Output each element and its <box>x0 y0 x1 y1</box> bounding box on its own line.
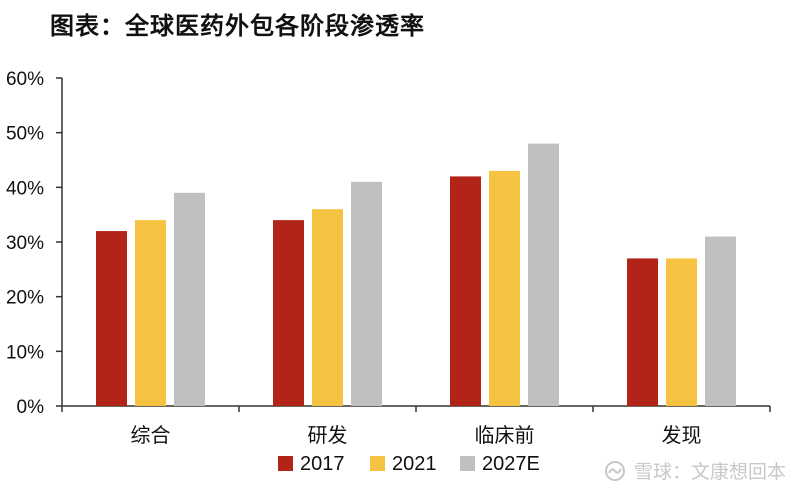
y-tick-label: 10% <box>6 342 44 363</box>
bar-2027E-研发 <box>351 181 382 406</box>
x-axis-category-labels: 综合 研发 临床前 发现 <box>131 423 702 447</box>
bar-2027E-临床前 <box>528 143 559 406</box>
bar-2017-综合 <box>96 231 127 406</box>
bar-2021-研发 <box>312 209 343 406</box>
y-axis-tick-labels: 0% 10% 20% 30% 40% 50% 60% <box>6 69 44 418</box>
x-category-label: 综合 <box>131 423 171 447</box>
legend-label-2017: 2017 <box>300 453 345 475</box>
chart-bars <box>96 143 736 406</box>
watermark-text: 雪球：文康想回本 <box>633 461 786 483</box>
y-tick-label: 20% <box>6 288 44 309</box>
y-tick-label: 0% <box>17 397 45 418</box>
legend-swatch-2017 <box>278 456 293 471</box>
bar-2017-研发 <box>273 220 304 406</box>
x-category-label: 研发 <box>308 423 348 447</box>
bar-2021-发现 <box>666 258 697 406</box>
legend-label-2021: 2021 <box>392 453 437 475</box>
y-tick-label: 50% <box>6 124 44 145</box>
x-category-label: 发现 <box>662 423 702 447</box>
legend-swatch-2027E <box>460 456 475 471</box>
y-tick-label: 40% <box>6 178 44 199</box>
bar-2017-发现 <box>627 258 658 406</box>
x-category-label: 临床前 <box>475 423 535 447</box>
y-tick-label: 30% <box>6 233 44 254</box>
legend-label-2027E: 2027E <box>482 453 540 475</box>
snowball-logo-icon <box>604 460 625 481</box>
bar-2027E-综合 <box>174 192 205 406</box>
y-tick-label: 60% <box>6 69 44 90</box>
bar-2017-临床前 <box>450 176 481 406</box>
legend-swatch-2021 <box>370 456 385 471</box>
bar-2021-临床前 <box>489 170 520 406</box>
chart-legend: 2017 2021 2027E <box>278 453 540 475</box>
chart-title: 图表：全球医药外包各阶段渗透率 <box>50 12 425 40</box>
bar-2021-综合 <box>135 220 166 406</box>
watermark: 雪球：文康想回本 <box>602 457 786 484</box>
bar-2027E-发现 <box>705 236 736 406</box>
